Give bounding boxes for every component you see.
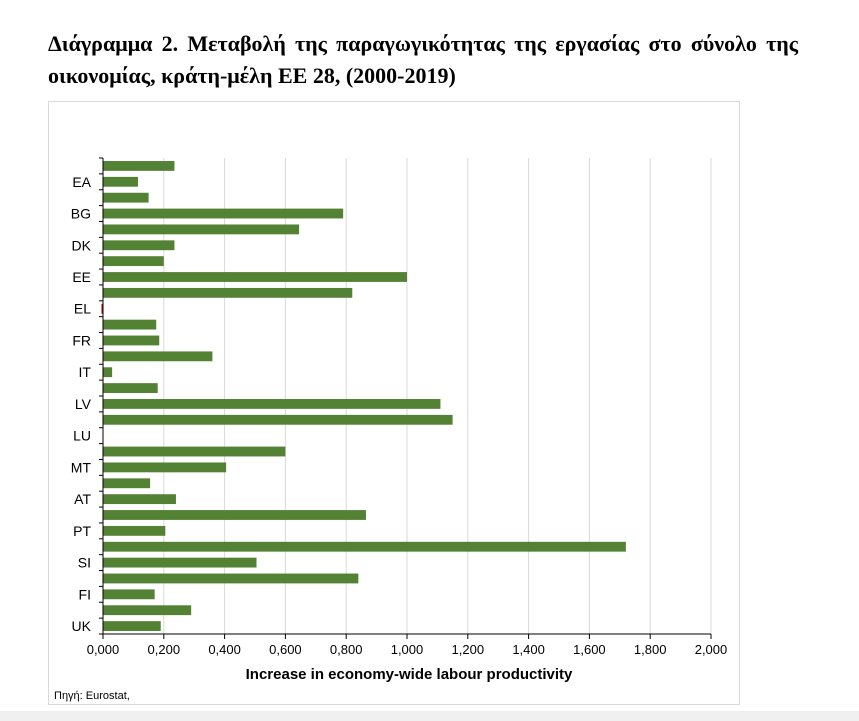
category-label: LU	[73, 428, 91, 444]
bar-chart: 0,000 0,200 0,400 0,600 0,800 1,000 1,200 1,400…	[71, 157, 728, 683]
x-tick-label: 1,600	[573, 642, 606, 657]
chart-area: 0,000 0,200 0,400 0,600 0,800 1,000 1,200 1,400…	[48, 101, 740, 705]
bar-ee	[103, 272, 407, 282]
bar-pl	[103, 510, 366, 520]
bar-at	[103, 494, 176, 505]
bar-se	[103, 605, 192, 616]
x-tick-label: 2,000	[695, 642, 728, 657]
bar-cz	[103, 224, 300, 235]
category-label: EL	[74, 301, 91, 317]
category-label: AT	[74, 491, 91, 507]
x-tick-label: 0,800	[330, 642, 363, 657]
bar-fi	[103, 589, 155, 600]
bar-es	[103, 319, 157, 330]
bar-fr	[103, 335, 160, 346]
bar-de	[103, 256, 164, 267]
x-tick-label: 0,000	[87, 642, 120, 657]
chart-title: Διάγραμμα 2. Μεταβολή της παραγωγικότητα…	[48, 31, 798, 88]
bar-ea	[103, 176, 138, 187]
x-tick-label: 0,200	[148, 642, 181, 657]
category-label: PT	[73, 523, 91, 539]
bar-be	[103, 192, 149, 203]
category-label: FR	[72, 332, 91, 348]
bar-ie	[103, 287, 353, 298]
bar-bg	[103, 208, 344, 219]
x-tick-label: 0,600	[269, 642, 302, 657]
category-label: EE	[72, 269, 91, 285]
category-label: LV	[75, 396, 92, 412]
bar-sk	[103, 573, 359, 584]
bar-pt	[103, 525, 166, 536]
bar-lt	[103, 414, 453, 425]
bar-hr	[103, 351, 213, 362]
category-label: FI	[79, 586, 91, 602]
bar-mt	[103, 462, 227, 473]
category-label: EA	[72, 174, 91, 190]
x-tick-label: 1,000	[391, 642, 424, 657]
category-label: BG	[71, 206, 91, 222]
x-tick-label: 1,800	[634, 642, 667, 657]
category-label: UK	[72, 618, 92, 634]
bar-it	[103, 367, 113, 378]
bar-hu	[103, 446, 286, 457]
bar-nl	[103, 478, 151, 489]
category-label: SI	[78, 555, 91, 571]
bar-cy	[103, 383, 158, 393]
x-tick-label: 0,400	[208, 642, 241, 657]
page-bottom-strip	[0, 711, 859, 721]
bar-ro	[103, 541, 626, 552]
x-tick-label: 1,200	[452, 642, 485, 657]
bar-dk	[103, 240, 175, 251]
bar-si	[103, 557, 257, 568]
bar-uk	[103, 621, 161, 631]
category-label: MT	[71, 459, 92, 475]
bar-lv	[103, 399, 441, 409]
bar-eu28	[103, 161, 175, 171]
category-label: DK	[72, 237, 92, 253]
category-label: IT	[79, 364, 92, 380]
source-note: Πηγή: Eurostat,	[54, 690, 130, 702]
x-axis-title: Increase in economy-wide labour producti…	[246, 666, 573, 683]
bar-el	[101, 303, 103, 314]
x-tick-label: 1,400	[512, 642, 545, 657]
